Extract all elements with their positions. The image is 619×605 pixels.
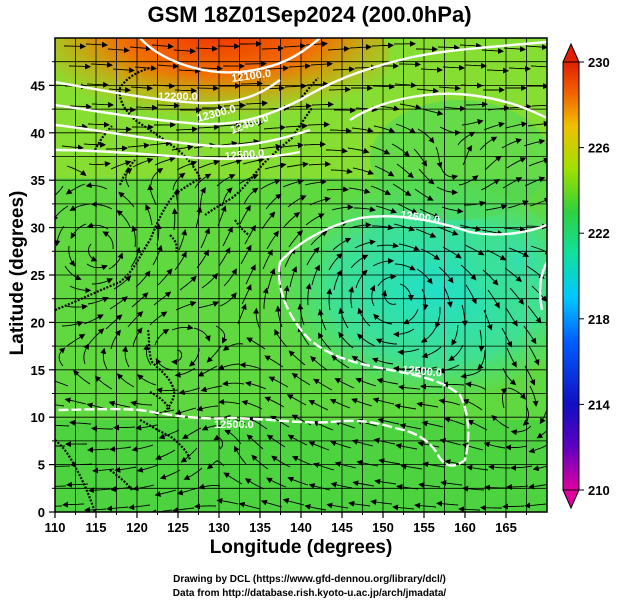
x-tick-label: 130 (208, 520, 230, 535)
map-title: GSM 18Z01Sep2024 (200.0hPa) (147, 2, 472, 27)
x-tick-label: 140 (290, 520, 312, 535)
x-tick-label: 155 (413, 520, 435, 535)
colorbar: 230 226 222 218 214 210 (562, 42, 610, 510)
height-contours (55, 38, 547, 467)
y-tick-label: 45 (31, 78, 45, 93)
contour-label: 12500.0 (224, 148, 265, 163)
y-tick-label: 25 (31, 268, 45, 283)
y-tick-label: 5 (38, 458, 45, 473)
x-tick-label: 115 (86, 520, 107, 535)
coastlines (55, 66, 319, 512)
y-tick-label: 0 (38, 505, 45, 520)
contour-label: 12100.0 (231, 68, 272, 85)
colorbar-label: 226 (588, 141, 610, 156)
x-axis-label: Longitude (degrees) (209, 537, 393, 558)
y-tick-label: 10 (31, 410, 45, 425)
x-tick-label: 145 (331, 520, 353, 535)
colorbar-label: 214 (588, 397, 610, 412)
x-tick-label: 160 (454, 520, 476, 535)
contour-label: 12200.0 (158, 91, 198, 103)
x-tick-label: 120 (126, 520, 148, 535)
y-tick-label: 20 (31, 315, 45, 330)
x-axis: 110 115 120 125 130 135 140 145 150 155 160 165 (45, 512, 527, 535)
colorbar-label: 230 (588, 55, 610, 70)
x-tick-label: 165 (495, 520, 517, 535)
y-tick-label: 35 (31, 173, 45, 188)
contour-label: 12500.0 (214, 419, 254, 431)
colorbar-label: 222 (588, 226, 610, 241)
x-tick-label: 125 (167, 520, 189, 535)
map-field: 12100.0 12200.0 12300.0 12400.0 12500.0 … (55, 38, 547, 512)
y-tick-label: 30 (31, 221, 45, 236)
contour-label: 12500.0 (400, 209, 441, 226)
colorbar-label: 210 (588, 483, 610, 498)
y-tick-label: 40 (31, 126, 45, 141)
colorbar-label: 218 (588, 312, 610, 327)
x-tick-label: 135 (249, 520, 271, 535)
credit-data-source: Data from http://database.rish.kyoto-u.a… (172, 588, 447, 599)
y-axis: 0 5 10 15 20 25 30 35 40 45 (31, 61, 55, 520)
x-tick-label: 110 (45, 520, 66, 535)
y-axis-label: Latitude (degrees) (7, 190, 28, 356)
credit-dcl: Drawing by DCL (https://www.gfd-dennou.o… (173, 574, 446, 585)
y-tick-label: 15 (31, 363, 45, 378)
grid-lines (55, 38, 547, 512)
contour-label: 12500.0 (402, 364, 443, 379)
x-tick-label: 150 (372, 520, 394, 535)
